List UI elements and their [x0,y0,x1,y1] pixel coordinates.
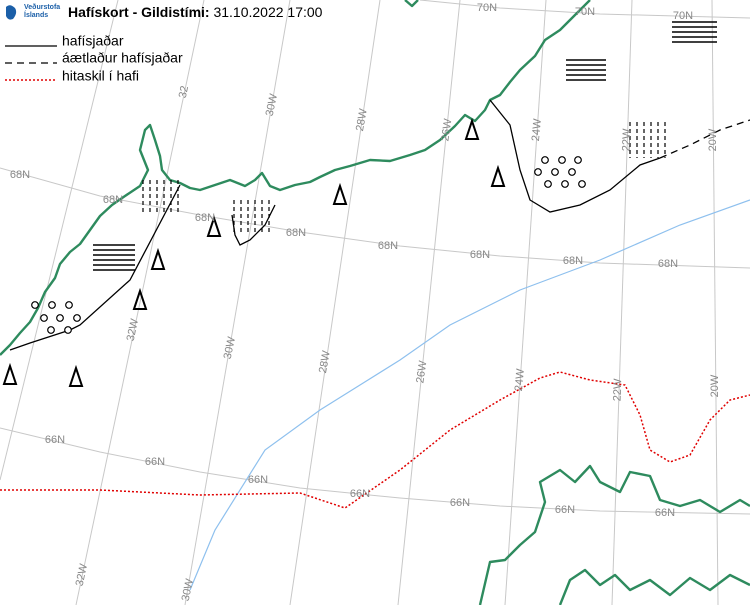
grid-label: 66N [45,434,65,446]
ice-edges [9,99,750,351]
grid-label: 24W [513,368,527,392]
grid-label: 68N [103,194,123,206]
ice-symbol-triangle [490,164,506,187]
grid-label: 28W [354,107,370,132]
grid-label: 28W [317,349,333,374]
ice-symbol-circle [551,168,559,176]
grid-label: 66N [248,474,268,486]
ice-symbol-circle [568,168,576,176]
grid-label: 68N [286,227,306,239]
ice-symbol-circle [558,156,566,164]
grid-label: 68N [10,169,30,181]
grid-label: 68N [195,212,215,224]
ice-symbol-circle [65,301,73,309]
logo-text: Íslands [24,10,48,19]
grid-label: 30W [264,92,281,117]
grid-label: 26W [439,117,454,142]
ice-symbol-circle [541,156,549,164]
grid-label: 20W [707,128,719,151]
grid-label: 32 [177,85,191,99]
legend-item: hafísjaðar [62,33,124,49]
header: Veðurstofa Íslands Hafískort - Gildistím… [6,3,323,20]
grid-label: 68N [378,240,398,252]
ice-symbol-circle [56,314,64,322]
grid-label: 66N [145,456,165,468]
grid-label: 26W [414,359,429,384]
grid-label: 20W [709,374,721,397]
legend: hafísjaðar áætlaður hafísjaðar hitaskil … [5,33,183,84]
grid-label: 32W [125,317,142,342]
ice-symbol-circle [544,180,552,188]
ice-symbol-triangle [68,364,84,387]
ice-symbol-circle [48,301,56,309]
title: Hafískort - Gildistími: 31.10.2022 17:00 [68,4,323,20]
ice-symbol-circle [47,326,55,334]
ice-symbol-triangle [2,362,18,385]
legend-item: áætlaður hafísjaðar [62,50,183,66]
ice-symbol-circle [578,180,586,188]
current-line [189,199,750,591]
grid-label: 66N [555,504,575,516]
grid-label: 32W [74,562,91,587]
ice-symbol-circle [574,156,582,164]
grid-label: 70N [673,10,693,22]
ice-symbol-circle [40,314,48,322]
legend-item: hitaskil í hafi [62,68,139,84]
grid-label: 22W [621,128,634,152]
ice-symbol-circle [31,301,39,309]
grid-label: 70N [575,6,595,18]
ice-symbol-triangle [464,117,480,140]
grid-label: 66N [655,507,675,519]
grid-label: 70N [477,2,497,14]
grid-label: 24W [530,118,544,142]
grid-label: 68N [470,249,490,261]
title-text: Hafískort - Gildistími: [68,4,210,20]
ice-symbol-circle [534,168,542,176]
grid-label: 68N [563,255,583,267]
grid-label: 30W [222,335,239,360]
ice-symbol-triangle [132,287,148,310]
logo-icon [6,5,17,20]
ice-symbol-triangle [206,214,222,237]
ice-symbol-triangle [150,247,166,270]
grid-label: 30W [180,577,197,602]
logo-text: Veðurstofa [24,3,60,11]
ice-symbols [2,21,717,387]
grid-label: 66N [450,497,470,509]
grid-labels: 70N 70N 70N 68N 68N 68N 68N 68N 68N 68N 68N 66N 66N 6… [10,2,721,602]
ice-symbol-circle [561,180,569,188]
ocean-front [0,371,750,509]
ice-symbol-circle [64,326,72,334]
valid-time: 31.10.2022 17:00 [213,4,322,20]
grid-label: 68N [658,258,678,270]
grid-label: 22W [612,378,625,402]
grid-label: 66N [350,488,370,500]
ice-symbol-triangle [332,182,348,205]
ice-symbol-circle [73,314,81,322]
